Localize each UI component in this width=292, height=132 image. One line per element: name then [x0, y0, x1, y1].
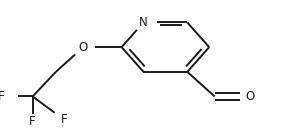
Text: O: O: [79, 41, 88, 54]
Text: N: N: [139, 16, 148, 29]
Text: F: F: [0, 90, 4, 103]
Text: F: F: [29, 115, 36, 128]
Text: O: O: [246, 90, 255, 103]
Text: F: F: [61, 113, 67, 126]
